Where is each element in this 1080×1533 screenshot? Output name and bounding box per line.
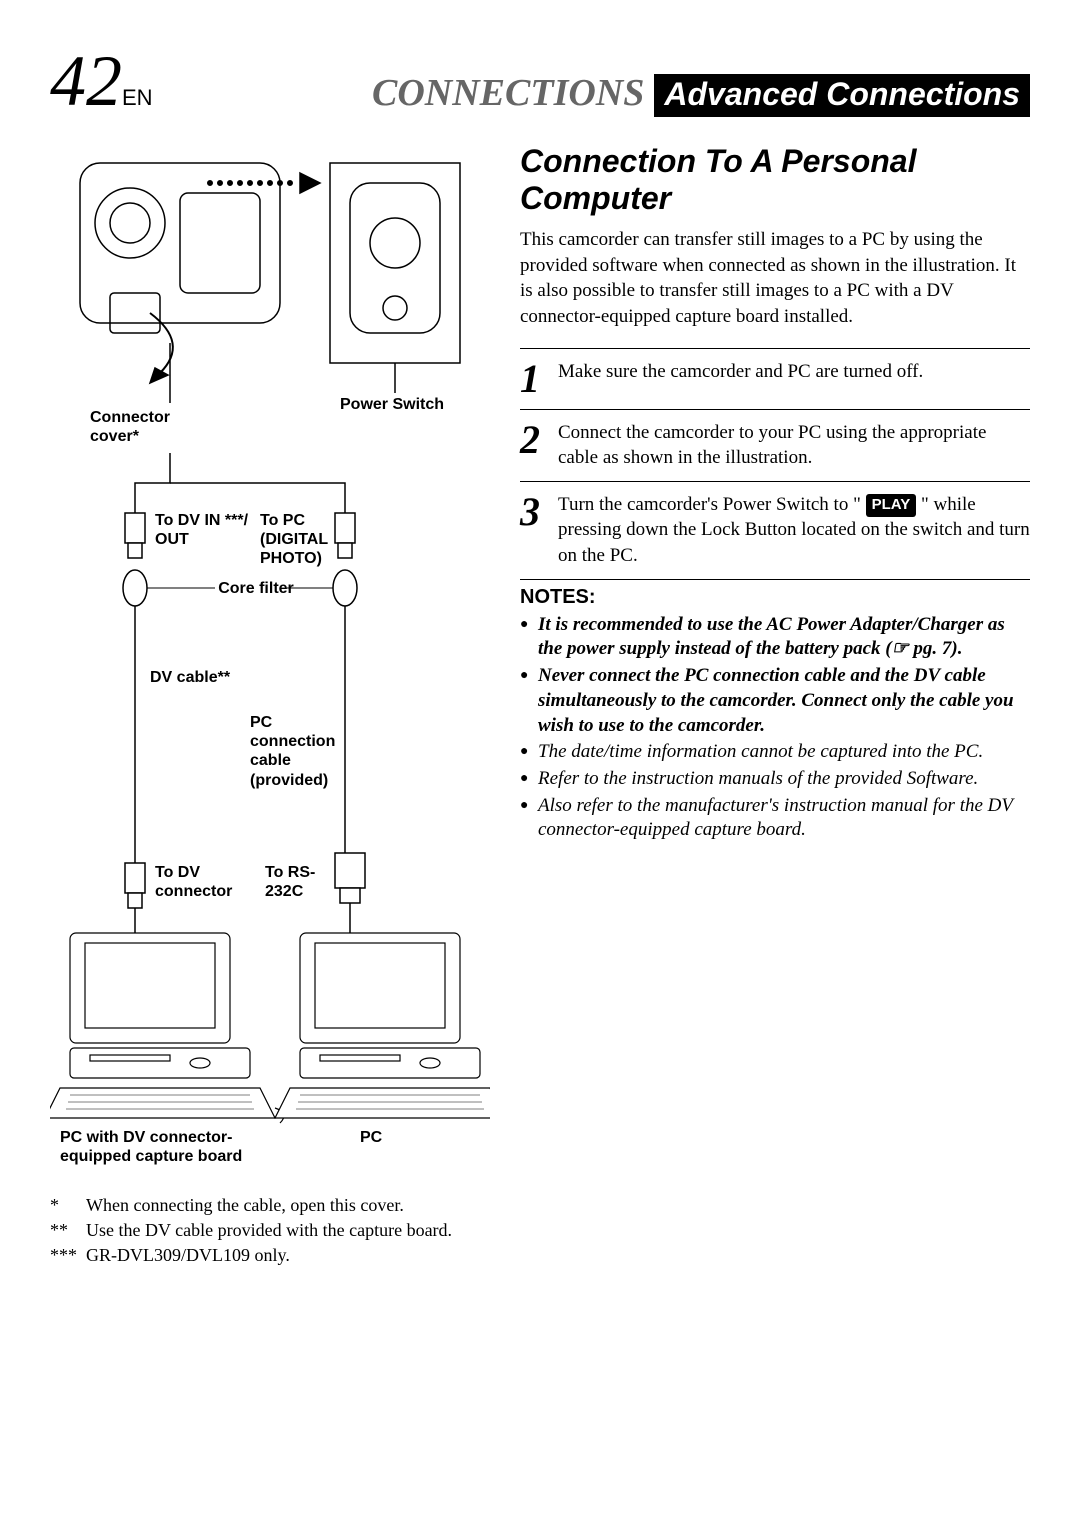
label-dv-cable: DV cable** (150, 668, 250, 687)
note-2: Never connect the PC connection cable an… (520, 664, 1030, 738)
step-2: 2 Connect the camcorder to your PC using… (520, 409, 1030, 481)
page-number: 42EN (50, 40, 153, 123)
notes-list: It is recommended to use the AC Power Ad… (520, 613, 1030, 843)
step-3-num: 3 (520, 492, 548, 569)
diagram-column: Connector cover* Power Switch To DV IN *… (50, 143, 490, 1269)
step-1-num: 1 (520, 359, 548, 399)
note-5-text: Also refer to the manufacturer's instruc… (538, 795, 1013, 841)
label-pc-conn-cable: PC connection cable (provided) (250, 713, 345, 790)
diagram-svg (50, 143, 490, 1163)
footnotes: * When connecting the cable, open this c… (50, 1193, 490, 1269)
note-1: It is recommended to use the AC Power Ad… (520, 613, 1030, 662)
label-connector-cover: Connector cover* (90, 408, 190, 446)
header-titles: CONNECTIONS Advanced Connections (372, 71, 1030, 117)
note-2-text: Never connect the PC connection cable an… (538, 665, 1014, 735)
note-1-text: It is recommended to use the AC Power Ad… (538, 614, 1005, 660)
step-2-text: Connect the camcorder to your PC using t… (558, 420, 1030, 471)
label-pc: PC (360, 1128, 420, 1147)
step-1: 1 Make sure the camcorder and PC are tur… (520, 348, 1030, 409)
note-5: Also refer to the manufacturer's instruc… (520, 794, 1030, 843)
advanced-connections-badge: Advanced Connections (654, 74, 1030, 117)
label-power-switch: Power Switch (340, 395, 460, 414)
note-3-text: The date/time information cannot be capt… (538, 741, 983, 762)
step-1-text: Make sure the camcorder and PC are turne… (558, 359, 1030, 399)
label-to-pc: To PC (DIGITAL PHOTO) (260, 511, 340, 569)
label-pc-with-dv: PC with DV connector-equipped capture bo… (60, 1128, 250, 1166)
fn3-mark: *** (50, 1243, 78, 1268)
connections-title: CONNECTIONS (372, 71, 644, 115)
page-header: 42EN CONNECTIONS Advanced Connections (50, 40, 1030, 123)
fn3-text: GR-DVL309/DVL109 only. (86, 1243, 290, 1268)
intro-text: This camcorder can transfer still images… (520, 227, 1030, 330)
label-to-dv-connector: To DV connector (155, 863, 255, 901)
section-title: Connection To A Personal Computer (520, 143, 1030, 217)
text-column: Connection To A Personal Computer This c… (520, 143, 1030, 1269)
label-to-rs232c: To RS-232C (265, 863, 345, 901)
connection-diagram: Connector cover* Power Switch To DV IN *… (50, 143, 490, 1163)
fn2-mark: ** (50, 1218, 78, 1243)
label-core-filter: Core filter (216, 579, 296, 598)
note-3: The date/time information cannot be capt… (520, 740, 1030, 765)
footnote-1: * When connecting the cable, open this c… (50, 1193, 490, 1218)
fn1-mark: * (50, 1193, 78, 1218)
footnote-3: *** GR-DVL309/DVL109 only. (50, 1243, 490, 1268)
step-2-num: 2 (520, 420, 548, 471)
note-4-text: Refer to the instruction manuals of the … (538, 768, 978, 789)
play-badge: PLAY (866, 494, 917, 516)
fn2-text: Use the DV cable provided with the captu… (86, 1218, 452, 1243)
step-3-before: Turn the camcorder's Power Switch to " (558, 494, 866, 515)
content: Connector cover* Power Switch To DV IN *… (50, 143, 1030, 1269)
step-3-text: Turn the camcorder's Power Switch to " P… (558, 492, 1030, 569)
footnote-2: ** Use the DV cable provided with the ca… (50, 1218, 490, 1243)
step-3: 3 Turn the camcorder's Power Switch to "… (520, 481, 1030, 580)
page-lang: EN (122, 85, 153, 110)
note-4: Refer to the instruction manuals of the … (520, 767, 1030, 792)
notes-heading: NOTES: (520, 586, 1030, 609)
page-num-value: 42 (50, 41, 122, 121)
fn1-text: When connecting the cable, open this cov… (86, 1193, 404, 1218)
